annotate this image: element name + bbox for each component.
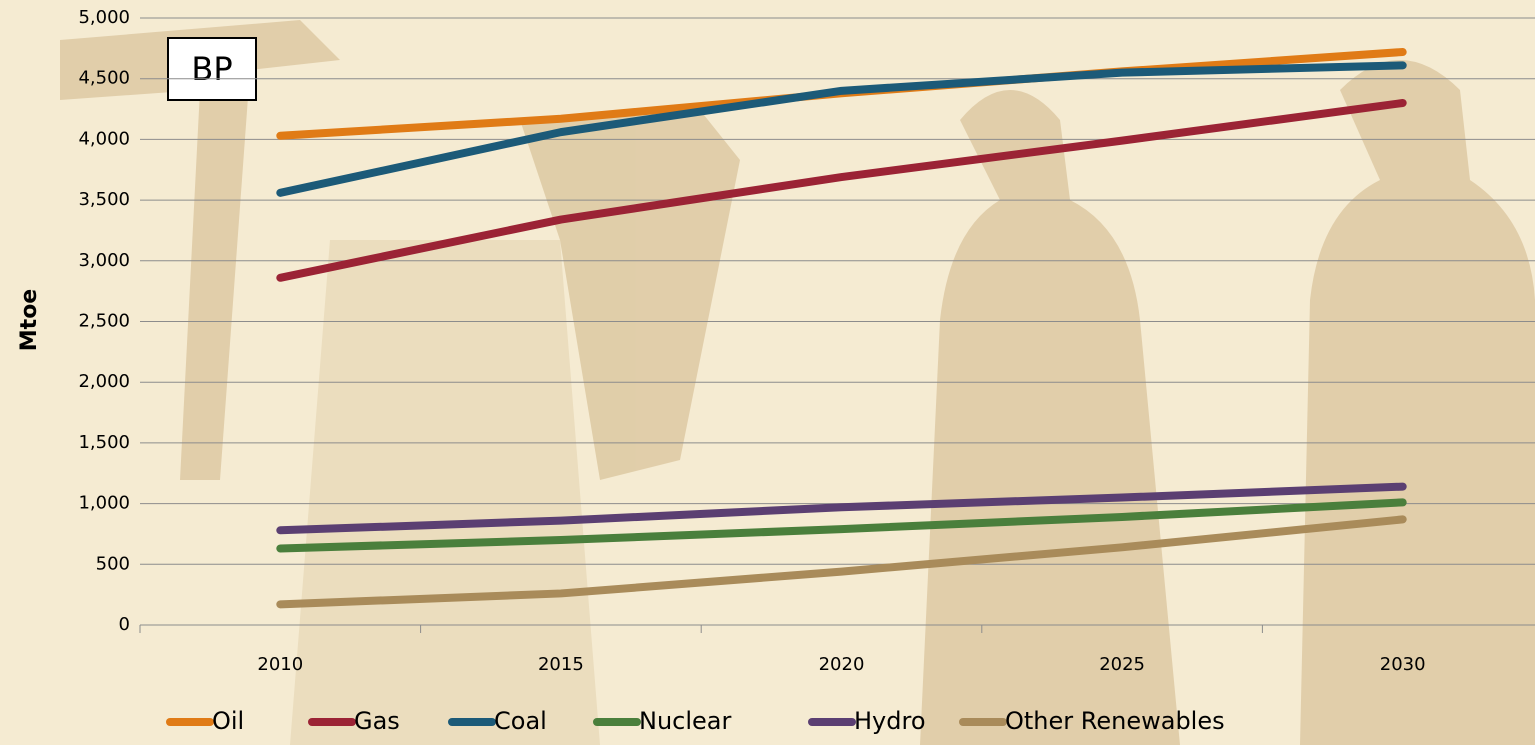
y-tick-label: 0 bbox=[119, 614, 130, 635]
series-line bbox=[276, 498, 1407, 553]
x-tick-label: 2020 bbox=[819, 654, 865, 675]
y-tick-label: 2,500 bbox=[78, 311, 130, 332]
y-tick-label: 4,000 bbox=[78, 128, 130, 149]
series-line bbox=[276, 482, 1407, 535]
legend-label: Coal bbox=[494, 707, 547, 735]
y-tick-label: 500 bbox=[96, 553, 130, 574]
annotation: BP bbox=[191, 50, 232, 88]
legend-label: Nuclear bbox=[639, 707, 732, 735]
x-tick-label: 2025 bbox=[1099, 654, 1145, 675]
series-line bbox=[276, 61, 1407, 197]
y-tick-label: 2,000 bbox=[78, 371, 130, 392]
legend-label: Hydro bbox=[854, 707, 926, 735]
x-tick-label: 2030 bbox=[1380, 654, 1426, 675]
x-tick-label: 2015 bbox=[538, 654, 584, 675]
x-tick-label: 2010 bbox=[257, 654, 303, 675]
legend-label: Other Renewables bbox=[1005, 707, 1225, 735]
y-tick-label: 1,000 bbox=[78, 493, 130, 514]
series-line bbox=[276, 98, 1407, 282]
y-axis-label: Mtoe bbox=[17, 289, 42, 351]
y-tick-label: 3,500 bbox=[78, 189, 130, 210]
annotation-box bbox=[167, 37, 257, 101]
background-silhouettes bbox=[60, 20, 1535, 745]
y-tick-label: 1,500 bbox=[78, 432, 130, 453]
y-tick-label: 4,500 bbox=[78, 68, 130, 89]
y-tick-label: 3,000 bbox=[78, 250, 130, 271]
y-tick-label: 5,000 bbox=[78, 7, 130, 28]
series-line bbox=[276, 515, 1407, 609]
legend-label: Gas bbox=[354, 707, 400, 735]
legend-label: Oil bbox=[212, 707, 244, 735]
